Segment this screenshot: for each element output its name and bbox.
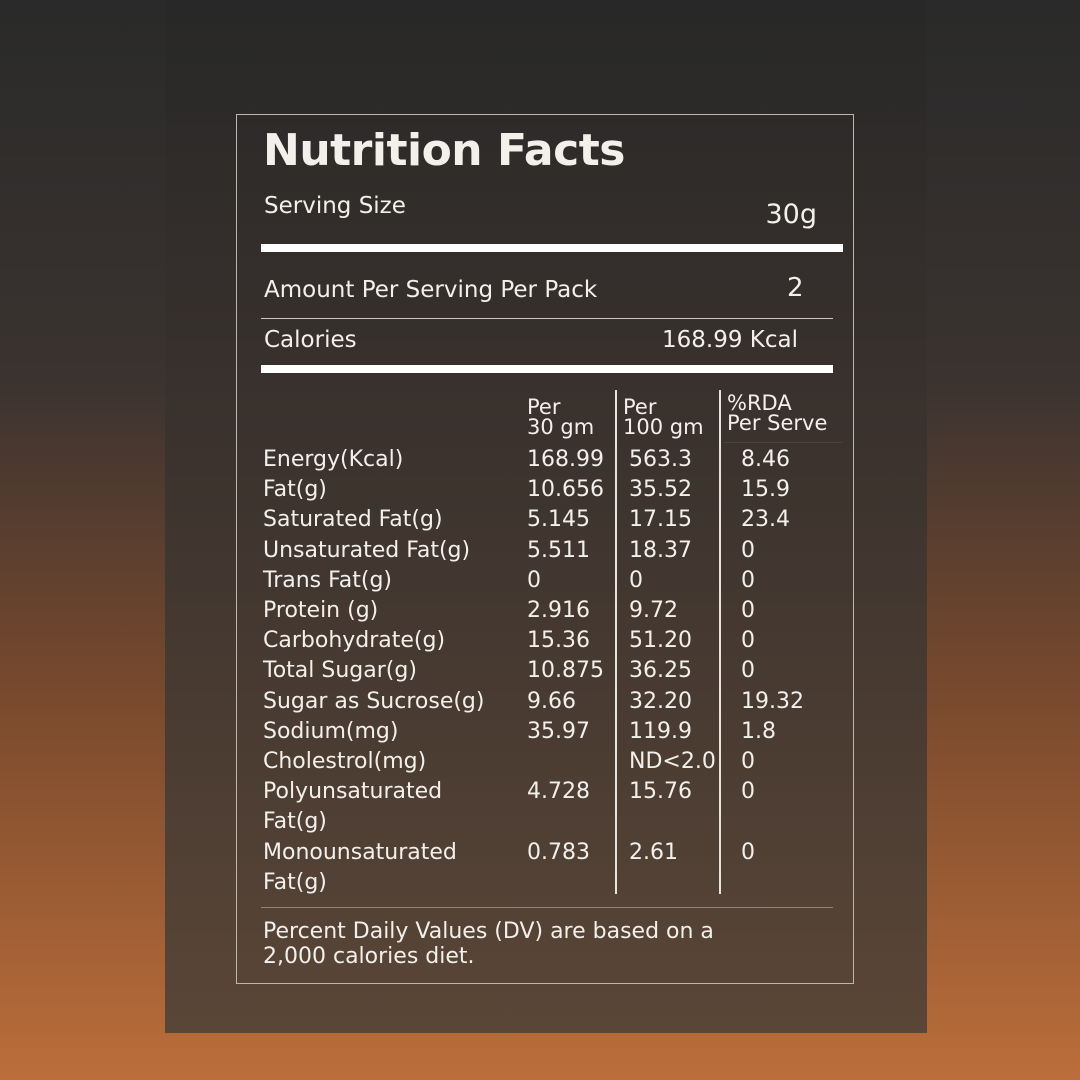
rda-value: 1.8 <box>741 718 776 744</box>
divider <box>261 907 833 908</box>
background-panel <box>165 0 927 1033</box>
header-per-100gm: Per 100 gm <box>623 395 704 439</box>
per-100gm-value: 0 <box>629 567 643 593</box>
nutrient-row: Energy(Kcal) 168.99 563.3 8.46 <box>237 445 855 475</box>
nutrient-row: Trans Fat(g) 0 0 0 <box>237 566 855 596</box>
footnote: Percent Daily Values (DV) are based on a… <box>263 919 714 969</box>
nutrient-name: Fat(g) <box>263 869 327 895</box>
per-30gm-value: 9.66 <box>527 688 576 714</box>
per-pack-value: 2 <box>787 273 804 303</box>
rda-value: 0 <box>741 658 755 684</box>
nutrient-name: Fat(g) <box>263 809 327 835</box>
nutrient-row: Saturated Fat(g) 5.145 17.15 23.4 <box>237 505 855 535</box>
divider-thick <box>261 365 833 373</box>
per-100gm-value: ND<2.0 <box>629 749 716 774</box>
per-100gm-value: 36.25 <box>629 658 692 684</box>
nutrient-name: Protein (g) <box>263 598 379 623</box>
per-100gm-value: 15.76 <box>629 779 692 805</box>
rda-value: 0 <box>741 628 755 654</box>
nutrient-row: Fat(g) 10.656 35.52 15.9 <box>237 475 855 505</box>
per-30gm-value: 4.728 <box>527 779 590 805</box>
divider <box>261 318 833 319</box>
per-30gm-value: 15.36 <box>527 628 590 654</box>
per-30gm-value: 10.875 <box>527 658 604 684</box>
nutrient-row: Protein (g) 2.916 9.72 0 <box>237 596 855 626</box>
per-30gm-value: 10.656 <box>527 477 604 503</box>
per-100gm-value: 2.61 <box>629 839 678 865</box>
per-30gm-value: 35.97 <box>527 718 590 744</box>
nutrient-name: Sodium(mg) <box>263 718 399 744</box>
nutrient-row: Monounsaturated 0.783 2.61 0 <box>237 838 855 868</box>
rda-value: 0 <box>741 749 755 774</box>
rda-value: 23.4 <box>741 507 790 533</box>
header-underline <box>723 442 843 443</box>
nutrient-name: Monounsaturated <box>263 839 457 865</box>
serving-size-value: 30g <box>765 199 818 230</box>
rda-value: 0 <box>741 537 755 563</box>
nutrient-name: Sugar as Sucrose(g) <box>263 688 485 714</box>
nutrient-row: Sugar as Sucrose(g) 9.66 32.20 19.32 <box>237 687 855 717</box>
nutrient-row: Total Sugar(g) 10.875 36.25 0 <box>237 656 855 686</box>
per-100gm-value: 17.15 <box>629 507 692 533</box>
nutrient-row: Carbohydrate(g) 15.36 51.20 0 <box>237 626 855 656</box>
nutrient-row: Fat(g) <box>237 868 855 898</box>
nutrient-row: Unsaturated Fat(g) 5.511 18.37 0 <box>237 536 855 566</box>
nutrient-row: Polyunsaturated 4.728 15.76 0 <box>237 777 855 807</box>
per-30gm-value: 0.783 <box>527 839 590 865</box>
nutrient-name: Cholestrol(mg) <box>263 749 427 774</box>
nutrient-name: Unsaturated Fat(g) <box>263 537 471 563</box>
per-100gm-value: 119.9 <box>629 718 692 744</box>
nutrient-name: Saturated Fat(g) <box>263 507 443 533</box>
per-100gm-value: 32.20 <box>629 688 692 714</box>
nutrient-name: Energy(Kcal) <box>263 447 404 472</box>
per-100gm-value: 563.3 <box>629 447 692 472</box>
nutrient-name: Total Sugar(g) <box>263 658 417 684</box>
per-30gm-value: 5.511 <box>527 537 590 563</box>
rda-value: 8.46 <box>741 447 790 472</box>
column-divider <box>719 390 721 894</box>
nutrient-name: Polyunsaturated <box>263 779 443 805</box>
per-30gm-value: 2.916 <box>527 598 590 623</box>
rda-value: 0 <box>741 598 755 623</box>
nutrient-row: Sodium(mg) 35.97 119.9 1.8 <box>237 717 855 747</box>
per-30gm-value: 168.99 <box>527 447 604 472</box>
calories-value: 168.99 Kcal <box>662 327 799 353</box>
nutrition-facts-label: Nutrition Facts Serving Size 30g Amount … <box>236 114 854 984</box>
rda-value: 19.32 <box>741 688 804 714</box>
per-100gm-value: 51.20 <box>629 628 692 654</box>
per-100gm-value: 18.37 <box>629 537 692 563</box>
rda-value: 0 <box>741 567 755 593</box>
rda-value: 0 <box>741 779 755 805</box>
divider-thick <box>261 244 843 252</box>
header-rda: %RDA Per Serve <box>727 391 828 435</box>
per-30gm-value: 0 <box>527 567 541 593</box>
calories-label: Calories <box>264 327 357 353</box>
serving-size-label: Serving Size <box>264 193 406 219</box>
column-divider <box>615 390 617 894</box>
nutrient-row: Cholestrol(mg) ND<2.0 0 <box>237 747 855 777</box>
header-per-30gm: Per 30 gm <box>527 395 595 439</box>
nutrient-name: Carbohydrate(g) <box>263 628 446 654</box>
nutrient-row: Fat(g) <box>237 807 855 837</box>
nutrient-name: Fat(g) <box>263 477 327 503</box>
per-pack-label: Amount Per Serving Per Pack <box>264 277 598 303</box>
title: Nutrition Facts <box>263 125 625 176</box>
nutrient-name: Trans Fat(g) <box>263 567 393 593</box>
per-30gm-value: 5.145 <box>527 507 590 533</box>
rda-value: 0 <box>741 839 755 865</box>
rda-value: 15.9 <box>741 477 790 503</box>
per-100gm-value: 9.72 <box>629 598 678 623</box>
per-100gm-value: 35.52 <box>629 477 692 503</box>
